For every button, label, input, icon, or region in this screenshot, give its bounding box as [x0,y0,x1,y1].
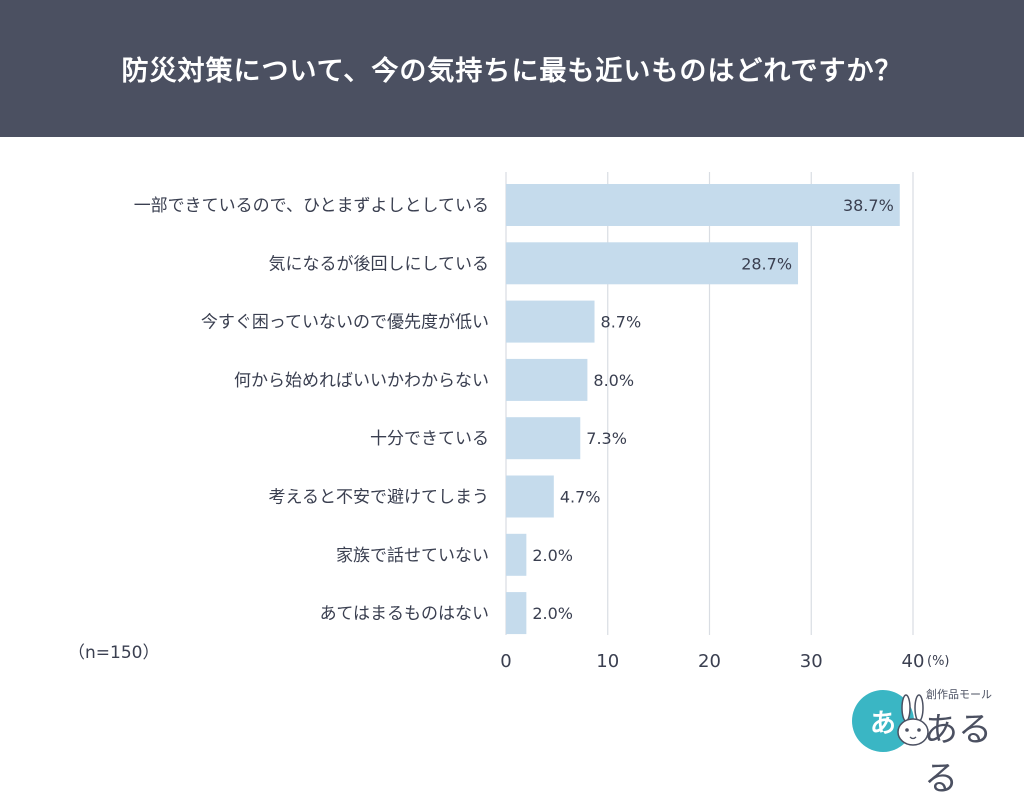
bar-value-label-5: 4.7% [560,488,601,507]
bar-value-label-7: 2.0% [532,604,573,623]
bar-5 [506,475,554,518]
category-label-3: 何から始めればいいかわからない [234,371,489,391]
bar-4 [506,417,581,460]
bar-chart: 38.7% 一部できているので、ひとまずよしとしている 28.7% 気になるが後回しに… [134,172,950,672]
logo-name: あるる [924,710,992,799]
chart-title: 防災対策について、今の気持ちに最も近いものはどれですか？ [121,56,903,87]
bar-value-label-1: 28.7% [741,254,792,273]
x-tick-label-1: 10 [596,651,619,672]
bar-7 [506,592,527,635]
header-banner: 防災対策について、今の気持ちに最も近いものはどれですか？ [0,0,1024,137]
rabbit-icon [897,694,929,746]
bar-2 [506,300,595,343]
bar-3 [506,358,588,401]
category-label-2: 今すぐ困っていないので優先度が低い [201,313,489,333]
category-label-7: あてはまるものはない [320,604,489,624]
x-tick-label-3: 30 [800,651,823,672]
bar-value-label-3: 8.0% [593,371,634,390]
bar-value-label-2: 8.7% [601,313,642,332]
brand-logo: あ 創作品モール あるる [852,682,1012,799]
category-label-1: 気になるが後回しにしている [269,254,490,274]
x-tick-label-0: 0 [500,651,511,672]
category-label-6: 家族で話せていない [336,546,489,566]
bar-value-label-6: 2.0% [532,546,573,565]
category-label-0: 一部できているので、ひとまずよしとしている [134,196,489,216]
category-label-5: 考えると不安で避けてしまう [269,488,490,508]
bar-value-label-0: 38.7% [843,196,894,215]
x-tick-label-2: 20 [698,651,721,672]
sample-size-note: （n=150） [68,643,160,663]
bar-1 [506,242,799,285]
bar-value-label-4: 7.3% [586,429,627,448]
category-label-4: 十分できている [370,429,489,449]
bar-0 [506,184,900,226]
x-axis-unit-label: (%) [927,654,950,669]
x-tick-label-4: 40 [902,651,925,672]
bar-6 [506,533,527,576]
logo-tagline: 創作品モール [926,688,992,701]
